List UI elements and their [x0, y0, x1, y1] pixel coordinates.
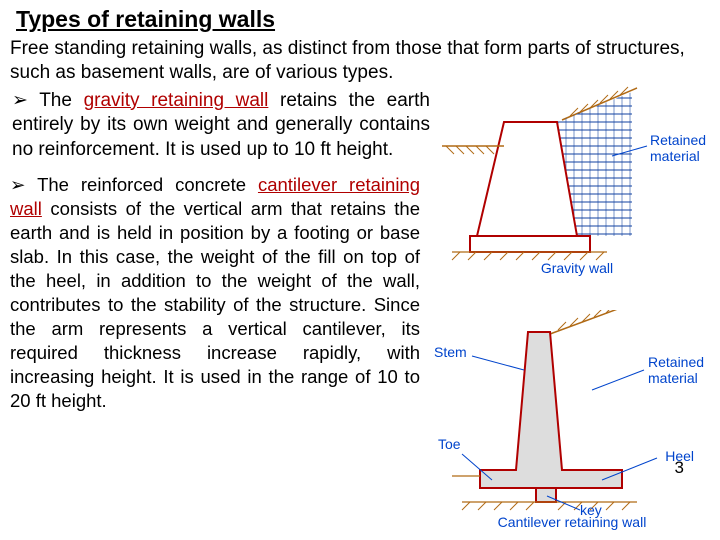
- stem-label: Stem: [434, 344, 467, 360]
- gravity-wall-svg: [442, 86, 712, 276]
- gravity-wall-diagram: Retained material Gravity wall: [442, 86, 712, 276]
- intro-text: Free standing retaining walls, as distin…: [0, 35, 720, 89]
- heel-label: Heel: [665, 448, 694, 464]
- gravity-wall-term: gravity retaining wall: [84, 90, 269, 111]
- cantilever-wall-diagram: Stem Toe Heel key Retained material Cant…: [432, 310, 712, 530]
- page-title: Types of retaining walls: [0, 0, 720, 35]
- para2-pre: The reinforced concrete: [26, 174, 258, 195]
- bullet-icon: ➢: [10, 174, 26, 195]
- toe-label: Toe: [438, 436, 461, 452]
- cantilever-wall-caption: Cantilever retaining wall: [432, 514, 712, 530]
- gravity-wall-caption: Gravity wall: [442, 260, 712, 276]
- bullet-icon: ➢: [12, 90, 28, 111]
- para1-pre: The: [28, 90, 84, 111]
- retained-material-label-2: Retained material: [648, 354, 710, 386]
- retained-material-label: Retained material: [650, 132, 712, 164]
- para2-post: consists of the vertical arm that retain…: [10, 198, 420, 411]
- cantilever-wall-svg: [432, 310, 712, 530]
